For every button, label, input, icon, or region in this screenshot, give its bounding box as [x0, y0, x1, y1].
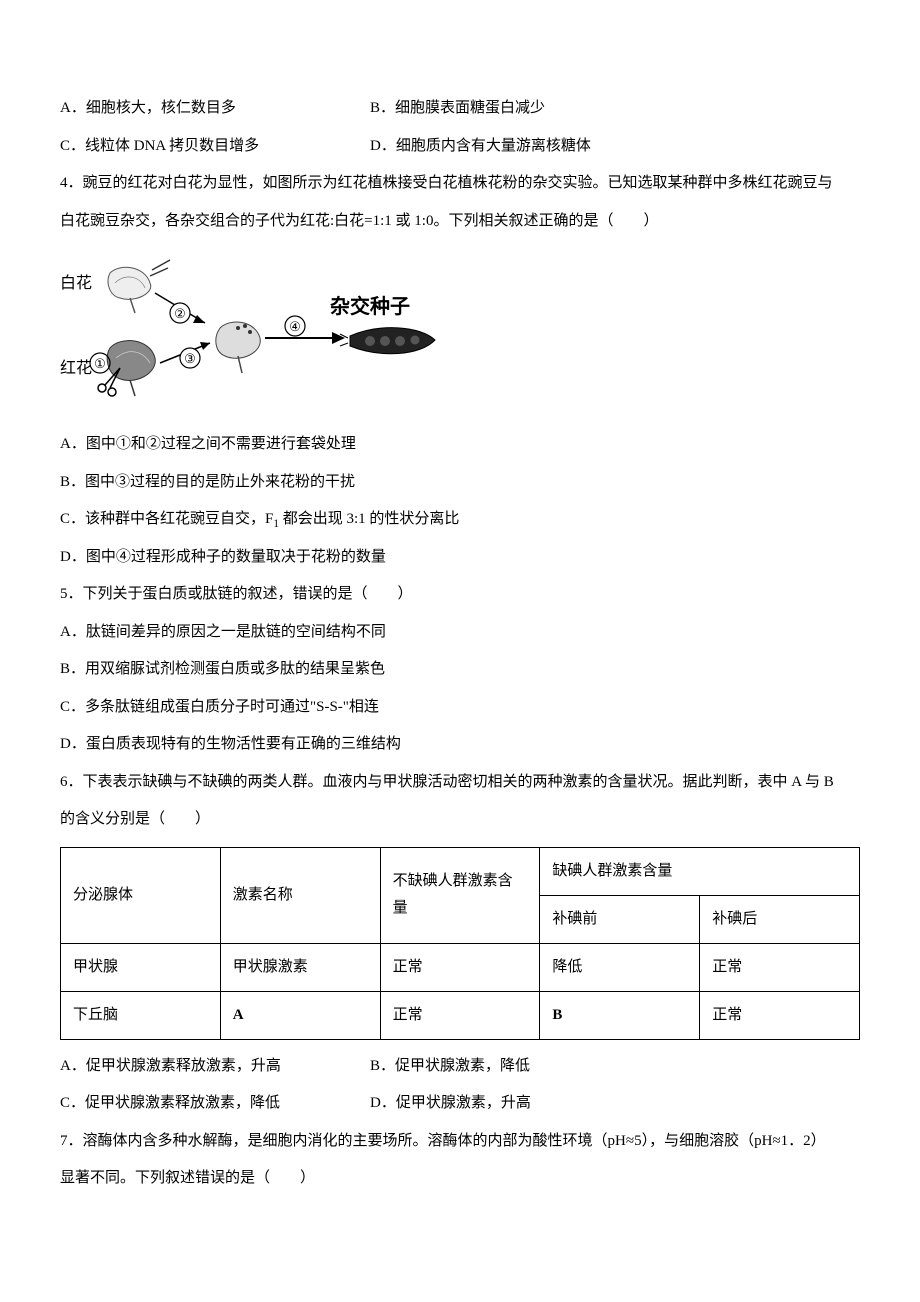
q6-option-b: B．促甲状腺激素，降低 [370, 1048, 530, 1086]
q5-option-c: C．多条肽链组成蛋白质分子时可通过"S-S-"相连 [60, 689, 860, 727]
th-deficient-group: 缺碘人群激素含量 [540, 847, 860, 895]
white-flower-icon [108, 260, 170, 313]
th-gland: 分泌腺体 [61, 847, 221, 943]
q7-stem-line2: 显著不同。下列叙述错误的是（ ） [60, 1160, 860, 1198]
q4-stem-line1: 4．豌豆的红花对白花为显性，如图所示为红花植株接受白花植株花粉的杂交实验。已知选… [60, 165, 860, 203]
q4-option-d: D．图中④过程形成种子的数量取决于花粉的数量 [60, 539, 860, 577]
q6-table: 分泌腺体 激素名称 不缺碘人群激素含量 缺碘人群激素含量 补碘前 补碘后 甲状腺… [60, 847, 860, 1040]
cell-normal-1: 正常 [380, 991, 540, 1039]
prev-option-a: A．细胞核大，核仁数目多 [60, 90, 370, 128]
q4-option-c-suffix: 都会出现 3:1 的性状分离比 [279, 511, 459, 527]
prev-option-c: C．线粒体 DNA 拷贝数目增多 [60, 128, 370, 166]
q5-stem: 5．下列关于蛋白质或肽链的叙述，错误的是（ ） [60, 576, 860, 614]
q4-stem-line2: 白花豌豆杂交，各杂交组合的子代为红花:白花=1:1 或 1:0。下列相关叙述正确… [60, 203, 860, 241]
cell-hormone-1: A [220, 991, 380, 1039]
figure-label-red: 红花 [60, 359, 92, 377]
cell-normal-0: 正常 [380, 943, 540, 991]
th-normal-group: 不缺碘人群激素含量 [380, 847, 540, 943]
q6-option-d: D．促甲状腺激素，升高 [370, 1085, 531, 1123]
cell-after-1: 正常 [700, 991, 860, 1039]
cell-gland-0: 甲状腺 [61, 943, 221, 991]
prev-option-d: D．细胞质内含有大量游离核糖体 [370, 128, 591, 166]
q6-option-a: A．促甲状腺激素释放激素，升高 [60, 1048, 370, 1086]
cell-gland-1: 下丘脑 [61, 991, 221, 1039]
step-label-3: ③ [184, 351, 196, 366]
prev-option-row-cd: C．线粒体 DNA 拷贝数目增多 D．细胞质内含有大量游离核糖体 [60, 128, 860, 166]
step-label-4: ④ [289, 319, 301, 334]
q5-option-b: B．用双缩脲试剂检测蛋白质或多肽的结果呈紫色 [60, 651, 860, 689]
step-label-2: ② [174, 306, 186, 321]
q6-option-row-ab: A．促甲状腺激素释放激素，升高 B．促甲状腺激素，降低 [60, 1048, 860, 1086]
prev-option-b: B．细胞膜表面糖蛋白减少 [370, 90, 545, 128]
th-hormone: 激素名称 [220, 847, 380, 943]
pollinated-flower-icon [216, 322, 260, 373]
q4-option-a: A．图中①和②过程之间不需要进行套袋处理 [60, 426, 860, 464]
q6-option-c: C．促甲状腺激素释放激素，降低 [60, 1085, 370, 1123]
th-after: 补碘后 [700, 895, 860, 943]
q7-stem-line1: 7．溶酶体内含多种水解酶，是细胞内消化的主要场所。溶酶体的内部为酸性环境（pH≈… [60, 1123, 860, 1161]
q4-figure: 白花 红花 ① ② [60, 258, 420, 408]
table-row: 分泌腺体 激素名称 不缺碘人群激素含量 缺碘人群激素含量 [61, 847, 860, 895]
q6-stem-line1: 6．下表表示缺碘与不缺碘的两类人群。血液内与甲状腺活动密切相关的两种激素的含量状… [60, 764, 860, 802]
seed-pod-icon [340, 328, 435, 354]
prev-option-row-ab: A．细胞核大，核仁数目多 B．细胞膜表面糖蛋白减少 [60, 90, 860, 128]
step-label-1: ① [94, 356, 106, 371]
q4-option-c: C．该种群中各红花豌豆自交，F1 都会出现 3:1 的性状分离比 [60, 501, 860, 539]
q4-option-c-prefix: C．该种群中各红花豌豆自交，F [60, 511, 273, 527]
cell-before-0: 降低 [540, 943, 700, 991]
table-row: 下丘脑 A 正常 B 正常 [61, 991, 860, 1039]
figure-label-white: 白花 [60, 274, 92, 292]
q5-option-a: A．肽链间差异的原因之一是肽链的空间结构不同 [60, 614, 860, 652]
red-flower-icon [98, 341, 155, 396]
q4-option-b: B．图中③过程的目的是防止外来花粉的干扰 [60, 464, 860, 502]
q5-option-d: D．蛋白质表现特有的生物活性要有正确的三维结构 [60, 726, 860, 764]
figure-label-seed: 杂交种子 [330, 294, 410, 318]
q6-stem-line2: 的含义分别是（ ） [60, 801, 860, 839]
cell-hormone-0: 甲状腺激素 [220, 943, 380, 991]
table-row: 甲状腺 甲状腺激素 正常 降低 正常 [61, 943, 860, 991]
cell-before-1: B [540, 991, 700, 1039]
cell-after-0: 正常 [700, 943, 860, 991]
q6-option-row-cd: C．促甲状腺激素释放激素，降低 D．促甲状腺激素，升高 [60, 1085, 860, 1123]
th-before: 补碘前 [540, 895, 700, 943]
